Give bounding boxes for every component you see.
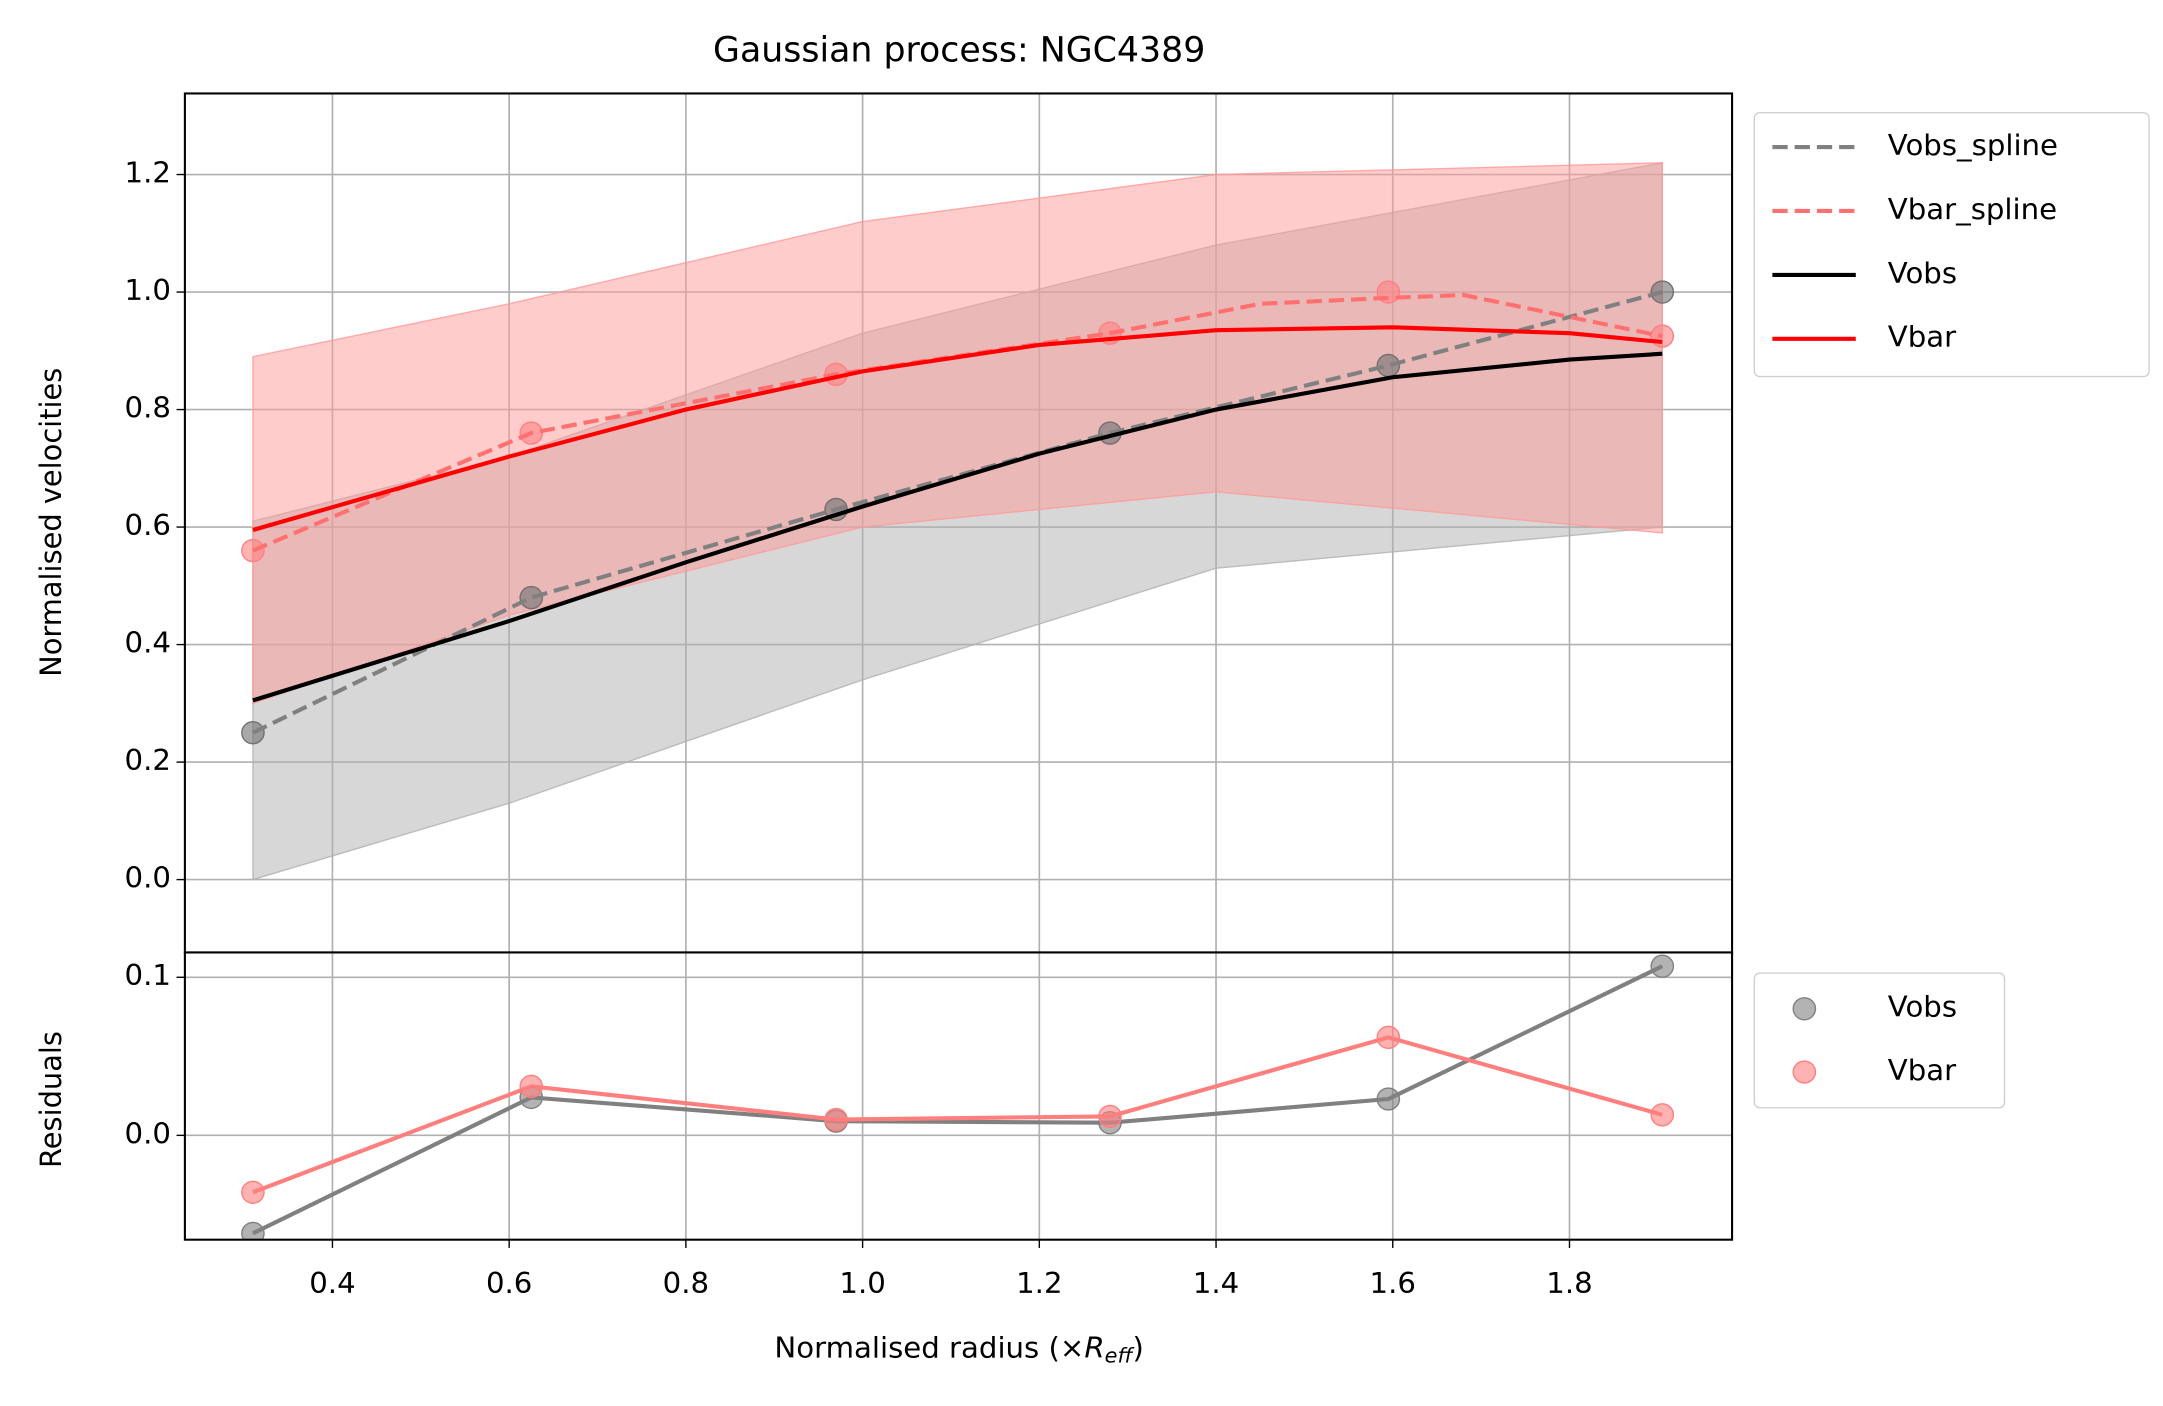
chart-title: Gaussian process: NGC4389 xyxy=(713,31,1205,71)
y-axis-label: Residuals xyxy=(34,1031,68,1168)
legend-label: Vobs xyxy=(1888,256,1957,290)
legend-label: Vobs_spline xyxy=(1888,128,2058,162)
y-tick-label: 1.2 xyxy=(125,156,171,190)
data-point xyxy=(241,1180,265,1204)
x-tick-label: 0.4 xyxy=(309,1266,355,1300)
legend-box xyxy=(1753,112,2150,378)
data-point xyxy=(1376,1025,1401,1050)
y-tick-label: 0.6 xyxy=(125,508,171,542)
x-tick-label: 1.4 xyxy=(1193,1266,1239,1300)
data-point xyxy=(1650,954,1675,978)
axes-frame xyxy=(183,951,1734,1241)
x-tick-label: 1.0 xyxy=(839,1266,885,1300)
line-series xyxy=(252,351,1663,703)
y-tick-label: 0.1 xyxy=(125,958,171,992)
y-tick-label: 0.0 xyxy=(125,861,171,895)
legend-box xyxy=(1753,972,2006,1109)
y-tick-label: 0.2 xyxy=(125,743,171,777)
y-tick-label: 1.0 xyxy=(125,273,171,307)
x-tick-label: 1.6 xyxy=(1370,1266,1416,1300)
line-series xyxy=(252,290,1663,735)
x-tick-label: 0.8 xyxy=(663,1266,709,1300)
data-point xyxy=(1650,1103,1675,1127)
line-series xyxy=(251,964,1664,1236)
data-point xyxy=(519,585,544,610)
data-point xyxy=(241,1221,265,1240)
plot-area xyxy=(241,161,1675,881)
y-tick-label: 0.0 xyxy=(125,1116,171,1150)
line-series xyxy=(252,1035,1663,1195)
confidence-band xyxy=(252,162,1663,705)
legend-label: Vbar xyxy=(1888,1053,1956,1087)
data-point xyxy=(1650,324,1675,348)
legend-label: Vbar_spline xyxy=(1888,192,2057,226)
legend-label: Vobs xyxy=(1888,990,1957,1024)
x-tick-label: 1.8 xyxy=(1546,1266,1592,1300)
line-series xyxy=(252,292,1663,553)
y-tick-label: 0.8 xyxy=(125,391,171,425)
y-axis-label: Normalised velocities xyxy=(34,368,68,677)
plot-area xyxy=(241,954,1675,1240)
data-point xyxy=(824,1107,848,1132)
x-axis-label: Normalised radius (×Reff) xyxy=(774,1331,1144,1368)
x-axis-label-part: Normalised radius (× xyxy=(774,1331,1084,1365)
legend-swatch xyxy=(1792,1060,1817,1084)
x-axis-label-part: R xyxy=(1084,1331,1104,1365)
legend-label: Vbar xyxy=(1888,320,1956,354)
data-point xyxy=(519,1074,544,1099)
x-tick-label: 1.2 xyxy=(1016,1266,1062,1300)
y-tick-label: 0.4 xyxy=(125,626,171,660)
legend-swatch xyxy=(1792,997,1817,1021)
x-tick-label: 0.6 xyxy=(486,1266,532,1300)
data-point xyxy=(241,538,265,563)
data-point xyxy=(1098,1104,1122,1129)
data-point xyxy=(1376,1087,1401,1111)
line-series xyxy=(252,325,1663,532)
x-axis-label-part: eff xyxy=(1105,1344,1135,1368)
x-axis-label-part: ) xyxy=(1133,1331,1144,1365)
